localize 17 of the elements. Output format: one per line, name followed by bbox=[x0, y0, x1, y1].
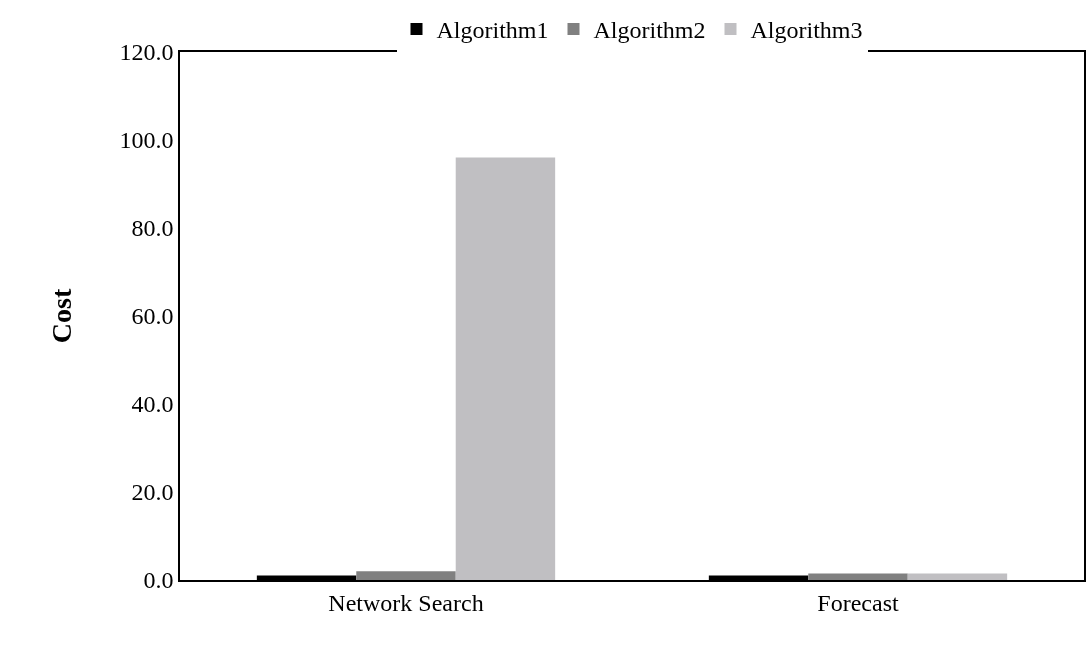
bar bbox=[455, 157, 556, 580]
legend-label: Algorithm1 bbox=[436, 17, 549, 44]
legend-label: Algorithm2 bbox=[593, 17, 706, 44]
x-tick-label: Network Search bbox=[328, 589, 484, 616]
y-tick-label: 120.0 bbox=[119, 39, 174, 66]
y-axis-title: Cost bbox=[45, 288, 77, 344]
x-tick-label: Forecast bbox=[817, 589, 899, 616]
legend-label: Algorithm3 bbox=[750, 17, 863, 44]
y-tick-label: 40.0 bbox=[131, 391, 174, 418]
y-tick-label: 60.0 bbox=[131, 303, 174, 330]
y-tick-label: 100.0 bbox=[119, 127, 174, 154]
bar bbox=[808, 573, 908, 580]
y-tick-label: 20.0 bbox=[131, 479, 174, 506]
y-tick-label: 0.0 bbox=[143, 567, 174, 594]
y-tick-label: 80.0 bbox=[131, 215, 174, 242]
bar bbox=[907, 573, 1008, 580]
bar bbox=[356, 571, 456, 580]
